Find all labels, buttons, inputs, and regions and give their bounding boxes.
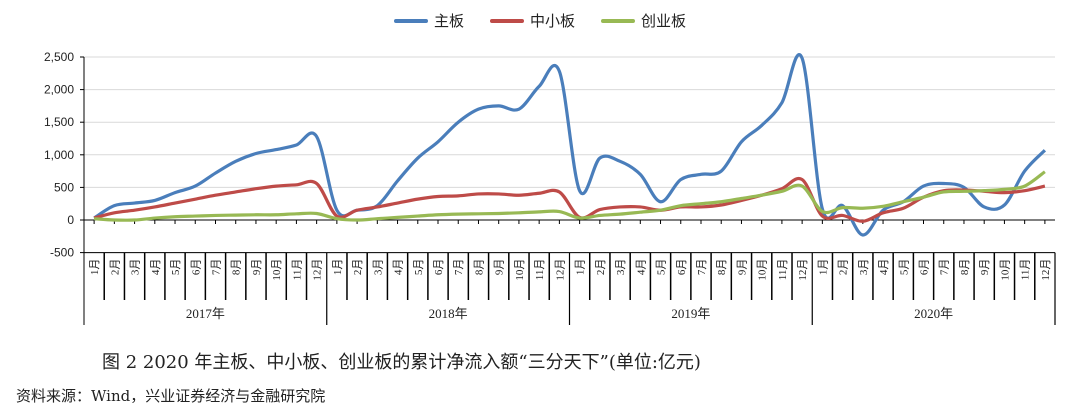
svg-text:1月: 1月 (575, 259, 587, 276)
svg-text:6月: 6月 (676, 259, 688, 276)
svg-text:2月: 2月 (109, 259, 121, 276)
svg-text:500: 500 (54, 180, 74, 194)
svg-text:8月: 8月 (231, 259, 243, 276)
legend-label: 主板 (433, 12, 464, 30)
svg-text:7月: 7月 (210, 259, 222, 276)
svg-text:10月: 10月 (999, 259, 1011, 281)
svg-text:-500: -500 (50, 246, 74, 260)
svg-text:4月: 4月 (393, 259, 405, 276)
svg-text:4月: 4月 (150, 259, 162, 276)
svg-text:1月: 1月 (817, 259, 829, 276)
svg-text:6月: 6月 (190, 259, 202, 276)
svg-text:2020年: 2020年 (914, 306, 953, 321)
svg-text:1月: 1月 (332, 259, 344, 276)
svg-text:11月: 11月 (1020, 259, 1032, 281)
svg-text:6月: 6月 (919, 259, 931, 276)
svg-text:5月: 5月 (656, 259, 668, 276)
svg-text:9月: 9月 (736, 259, 748, 276)
legend-item-sme-board: 中小板 (489, 10, 575, 31)
svg-text:10月: 10月 (757, 259, 769, 281)
svg-text:12月: 12月 (1040, 259, 1052, 281)
legend-swatch-icon (601, 18, 635, 23)
svg-text:11月: 11月 (777, 259, 789, 281)
chart-legend: 主板 中小板 创业板 (0, 10, 1080, 31)
svg-text:3月: 3月 (858, 259, 870, 276)
svg-text:5月: 5月 (413, 259, 425, 276)
legend-swatch-icon (393, 18, 428, 23)
svg-text:3月: 3月 (615, 259, 627, 276)
svg-text:1月: 1月 (89, 259, 101, 276)
svg-text:2017年: 2017年 (186, 306, 225, 321)
svg-text:9月: 9月 (979, 259, 991, 276)
svg-text:11月: 11月 (534, 259, 546, 281)
svg-text:12月: 12月 (312, 259, 324, 281)
svg-text:3月: 3月 (372, 259, 384, 276)
svg-text:11月: 11月 (291, 259, 303, 281)
svg-text:12月: 12月 (797, 259, 809, 281)
figure-caption: 图 2 2020 年主板、中小板、创业板的累计净流入额“三分天下”(单位:亿元) (102, 352, 701, 373)
svg-text:2月: 2月 (352, 259, 364, 276)
svg-text:10月: 10月 (514, 259, 526, 281)
line-chart: 2,500 2,000 1,500 1,000 500 0 -500 1月 2月 3月 4月 5月 6月… (44, 50, 1056, 325)
legend-item-main-board: 主板 (393, 10, 464, 31)
legend-item-chinext: 创业板 (601, 10, 686, 31)
svg-text:5月: 5月 (170, 259, 182, 276)
series-line (93, 53, 1047, 237)
svg-text:6月: 6月 (433, 259, 445, 276)
svg-text:4月: 4月 (635, 259, 647, 276)
svg-text:1,500: 1,500 (44, 115, 74, 129)
svg-text:12月: 12月 (554, 259, 566, 281)
svg-text:3月: 3月 (130, 259, 142, 276)
svg-text:2月: 2月 (595, 259, 607, 276)
svg-text:2,500: 2,500 (44, 50, 74, 64)
svg-text:1,000: 1,000 (44, 148, 74, 162)
source-note: 资料来源：Wind，兴业证券经济与金融研究院 (16, 387, 326, 405)
svg-text:9月: 9月 (251, 259, 263, 276)
svg-text:8月: 8月 (959, 259, 971, 276)
svg-text:2019年: 2019年 (671, 306, 710, 321)
svg-text:8月: 8月 (473, 259, 485, 276)
svg-text:2月: 2月 (838, 259, 850, 276)
svg-text:4月: 4月 (878, 259, 890, 276)
series-line (94, 170, 1046, 222)
legend-label: 创业板 (641, 12, 687, 30)
svg-text:7月: 7月 (939, 259, 951, 276)
svg-text:2018年: 2018年 (429, 306, 468, 321)
svg-text:5月: 5月 (898, 259, 910, 276)
legend-label: 中小板 (529, 12, 575, 30)
series-line (93, 176, 1046, 223)
legend-swatch-icon (489, 18, 524, 23)
svg-text:7月: 7月 (453, 259, 465, 276)
svg-text:7月: 7月 (696, 259, 708, 276)
svg-text:0: 0 (67, 213, 74, 227)
svg-text:9月: 9月 (494, 259, 506, 276)
svg-text:2,000: 2,000 (44, 83, 74, 97)
svg-text:8月: 8月 (716, 259, 728, 276)
svg-text:10月: 10月 (271, 259, 283, 281)
